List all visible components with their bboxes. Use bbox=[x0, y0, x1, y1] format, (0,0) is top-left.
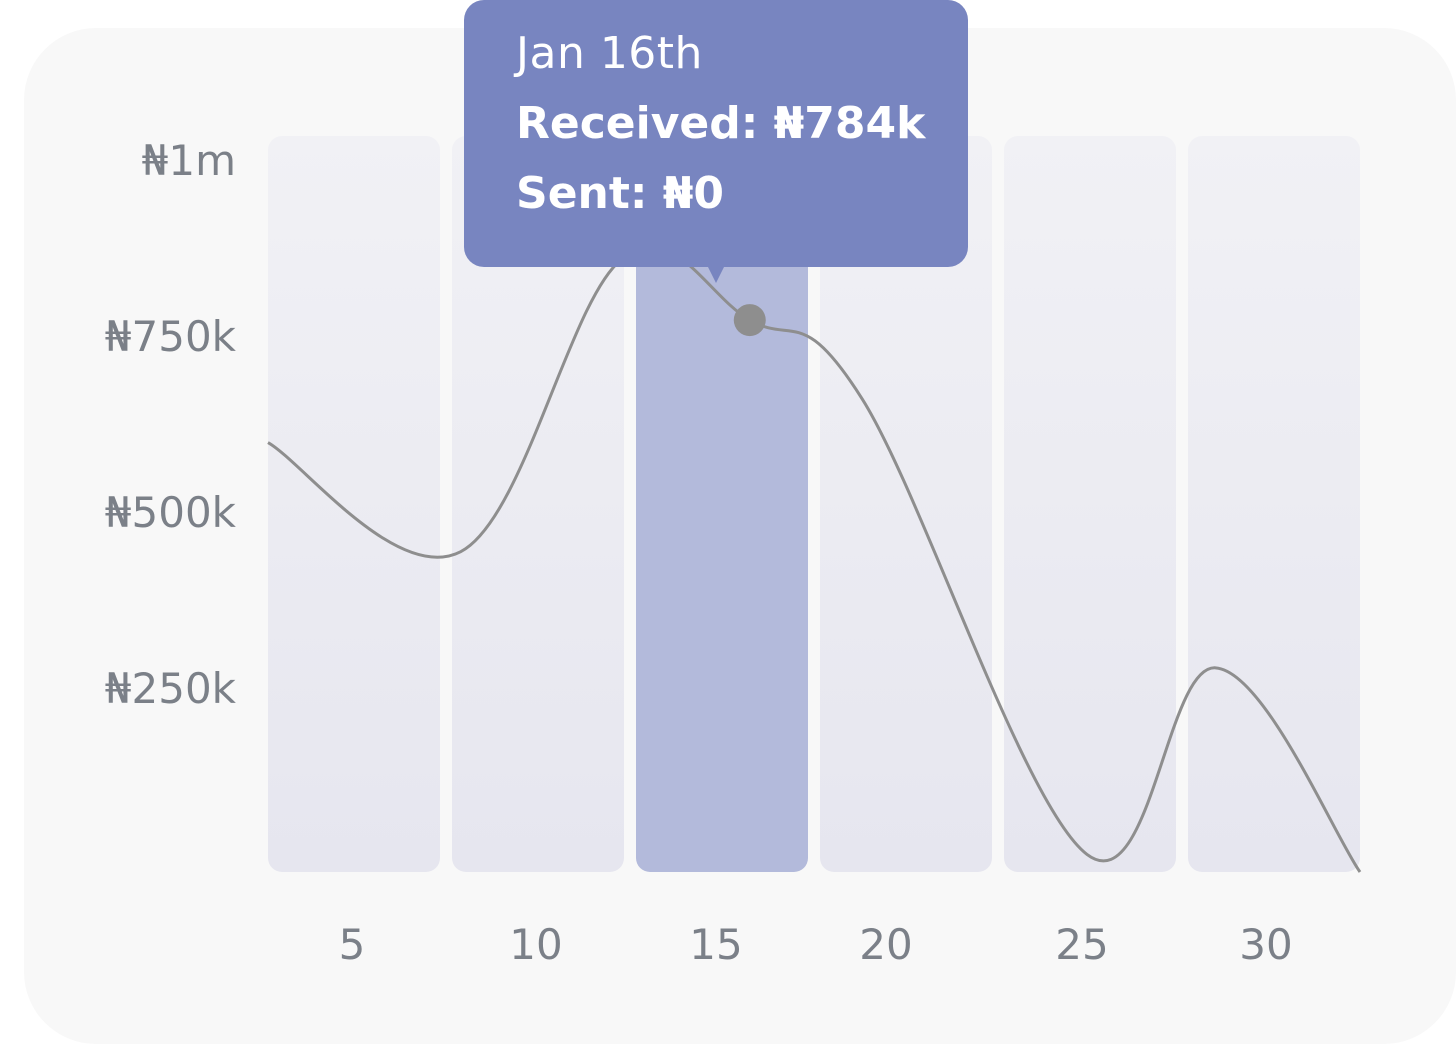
x-tick-label: 15 bbox=[689, 920, 742, 969]
y-tick-label: ₦500k bbox=[105, 488, 237, 537]
x-axis-ticks: 5 10 15 20 25 30 bbox=[339, 920, 1293, 969]
tooltip-date: Jan 16th bbox=[516, 28, 703, 79]
chart-column-20[interactable] bbox=[820, 136, 992, 872]
active-data-point[interactable] bbox=[733, 304, 766, 337]
y-axis-ticks: ₦1m ₦750k ₦500k ₦250k bbox=[105, 136, 237, 713]
chart-column-30[interactable] bbox=[1188, 136, 1360, 872]
x-tick-label: 20 bbox=[859, 920, 912, 969]
y-tick-label: ₦250k bbox=[105, 664, 237, 713]
y-tick-label: ₦1m bbox=[142, 136, 236, 185]
x-tick-label: 5 bbox=[339, 920, 366, 969]
chart-column-25[interactable] bbox=[1004, 136, 1176, 872]
tooltip-sent: Sent: ₦0 bbox=[516, 168, 725, 219]
x-tick-label: 25 bbox=[1055, 920, 1108, 969]
series-line bbox=[267, 245, 1362, 873]
tooltip: Jan 16th Received: ₦784k Sent: ₦0 bbox=[464, 0, 968, 283]
x-tick-label: 10 bbox=[509, 920, 562, 969]
x-tick-label: 30 bbox=[1239, 920, 1292, 969]
tooltip-pointer bbox=[708, 267, 724, 283]
y-tick-label: ₦750k bbox=[105, 312, 237, 361]
chart-column-5[interactable] bbox=[268, 136, 440, 872]
tooltip-received: Received: ₦784k bbox=[516, 98, 926, 149]
